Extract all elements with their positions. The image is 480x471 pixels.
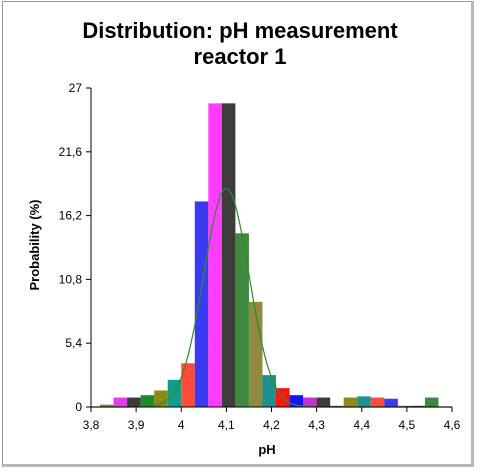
normal-distribution-curve xyxy=(91,187,452,408)
histogram-bar xyxy=(235,233,249,407)
x-tick-label: 4 xyxy=(178,418,185,432)
histogram-bar xyxy=(221,103,236,408)
histogram-bar xyxy=(194,201,209,407)
histogram-bar xyxy=(248,301,263,407)
y-tick-label: 21,6 xyxy=(59,145,83,159)
histogram-bar xyxy=(357,396,371,407)
x-tick-label: 3,9 xyxy=(128,418,145,432)
histogram-bar xyxy=(370,397,385,407)
y-tick-label: 27 xyxy=(69,81,83,95)
y-tick-label: 0 xyxy=(75,400,82,414)
histogram-bar xyxy=(100,404,114,407)
y-tick-label: 16,2 xyxy=(59,209,83,223)
x-tick-label: 4,2 xyxy=(263,418,280,432)
x-tick-label: 4,6 xyxy=(444,418,461,432)
histogram-bar xyxy=(154,390,168,407)
x-tick-label: 3,8 xyxy=(83,418,100,432)
chart-title: Distribution: pH measurement xyxy=(82,18,398,43)
histogram-bar xyxy=(289,395,304,407)
x-tick-label: 4,4 xyxy=(353,418,370,432)
histogram-bar xyxy=(303,397,317,407)
y-tick-label: 5,4 xyxy=(65,336,82,350)
histogram-bar xyxy=(316,397,331,407)
histogram-bar xyxy=(181,363,195,407)
histogram-bar xyxy=(384,398,398,407)
x-axis-title: pH xyxy=(258,442,275,457)
histogram-bar xyxy=(424,397,439,407)
histogram-bar xyxy=(343,397,358,407)
y-tick-label: 10,8 xyxy=(59,272,83,286)
x-tick-label: 4,3 xyxy=(308,418,325,432)
histogram-bar xyxy=(167,379,182,407)
x-tick-label: 4,5 xyxy=(399,418,416,432)
histogram-bar xyxy=(208,103,222,408)
chart-subtitle: reactor 1 xyxy=(193,44,287,69)
x-tick-label: 4,1 xyxy=(218,418,235,432)
histogram-bar xyxy=(127,397,141,407)
y-axis-title: Probability (%) xyxy=(27,199,42,290)
histogram-bar xyxy=(262,375,277,407)
histogram-bar xyxy=(140,395,155,407)
histogram-bar xyxy=(113,397,128,407)
